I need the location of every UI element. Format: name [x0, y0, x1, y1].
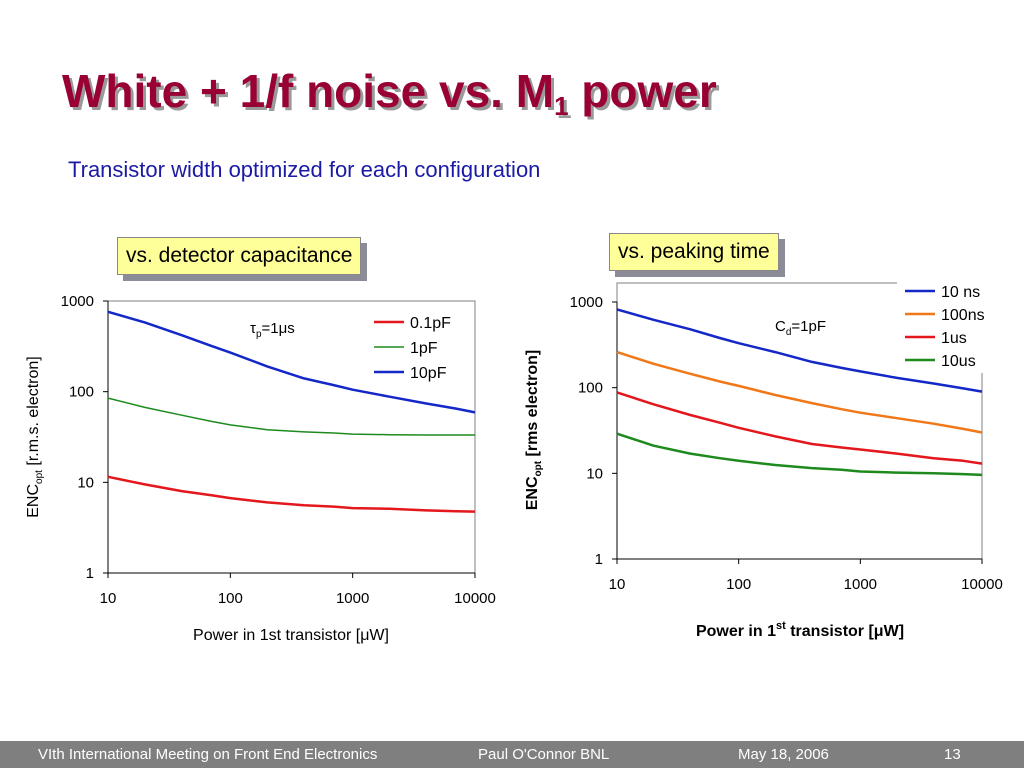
callout-detector-capacitance: vs. detector capacitance	[117, 237, 362, 275]
chart-0: 1 10 100 1000 10 100 1000 10000 Power in 1st tra…	[25, 293, 496, 644]
annotation-part: =1μs	[262, 320, 295, 337]
series-line-2	[616, 391, 983, 465]
annotation-sub: p	[256, 329, 262, 340]
y-label-part: [rms electron]	[524, 350, 541, 461]
x-tick-label: 10000	[454, 590, 496, 607]
series-line-2	[107, 310, 476, 414]
callout-peaking-time: vs. peaking time	[609, 233, 779, 271]
y-tick-label: 100	[69, 384, 94, 401]
y-tick-label: 10	[586, 465, 603, 482]
slide-subtitle: Transistor width optimized for each conf…	[68, 157, 541, 182]
y-label-part: [r.m.s. electron]	[25, 356, 42, 470]
x-tick-label: 10	[609, 576, 626, 593]
x-tick-label: 1000	[844, 576, 877, 593]
legend-background	[897, 277, 1019, 373]
annotation-sub: d	[786, 327, 792, 338]
chart-1: 1 10 100 1000 10 100 1000 10000 Power in 1st tra…	[524, 277, 1019, 640]
y-tick-label: 10	[77, 474, 94, 491]
legend-label: 10pF	[410, 365, 447, 382]
series-line-0	[107, 475, 476, 513]
series-line-1	[616, 350, 983, 434]
y-tick-label: 1	[595, 551, 603, 568]
legend-label: 10 ns	[941, 284, 980, 301]
annotation-part: τ	[250, 320, 256, 337]
y-label-part: ENC	[524, 476, 541, 510]
annotation-part: =1pF	[791, 318, 826, 335]
x-tick-label: 10000	[961, 576, 1003, 593]
footer-page-number: 13	[944, 746, 961, 763]
x-axis-label: Power in 1st transistor [μW]	[696, 620, 904, 640]
x-axis-label: Power in 1st transistor [μW]	[193, 627, 389, 644]
y-tick-label: 100	[578, 380, 603, 397]
title-end: power	[568, 65, 717, 117]
x-tick-label: 100	[218, 590, 243, 607]
plot-annotation: τp=1μs	[250, 320, 295, 340]
footer-bar: VIth International Meeting on Front End …	[0, 741, 1024, 768]
plot-annotation: Cd=1pF	[775, 318, 826, 338]
x-tick-label: 10	[100, 590, 117, 607]
annotation-part: C	[775, 318, 786, 335]
y-tick-label: 1000	[61, 293, 94, 310]
series-line-0	[616, 308, 983, 393]
legend-label: 10us	[941, 353, 976, 370]
legend-label: 100ns	[941, 307, 985, 324]
legend-label: 0.1pF	[410, 315, 451, 332]
y-label-part: ENC	[25, 484, 42, 518]
title-main: White + 1/f noise vs. M	[62, 65, 555, 117]
footer-date: May 18, 2006	[738, 746, 829, 763]
y-axis-label: ENCopt [r.m.s. electron]	[25, 356, 45, 518]
footer-conference: VIth International Meeting on Front End …	[38, 746, 378, 763]
x-tick-label: 100	[726, 576, 751, 593]
x-tick-label: 1000	[336, 590, 369, 607]
x-label-part: transistor [μW]	[786, 623, 904, 640]
y-tick-label: 1000	[570, 294, 603, 311]
y-tick-label: 1	[86, 565, 94, 582]
y-label-sub: opt	[34, 470, 45, 484]
slide-title: White + 1/f noise vs. M1 power	[62, 64, 717, 122]
legend-label: 1us	[941, 330, 967, 347]
series-line-1	[107, 397, 475, 436]
x-label-sup: st	[776, 620, 786, 632]
title-subscript: 1	[554, 91, 569, 121]
legend-label: 1pF	[410, 340, 438, 357]
x-label-part: Power in 1	[696, 623, 776, 640]
footer-author: Paul O'Connor BNL	[478, 746, 610, 763]
y-axis-label: ENCopt [rms electron]	[524, 350, 544, 510]
series-line-3	[616, 432, 983, 477]
y-label-sub: opt	[533, 460, 544, 476]
